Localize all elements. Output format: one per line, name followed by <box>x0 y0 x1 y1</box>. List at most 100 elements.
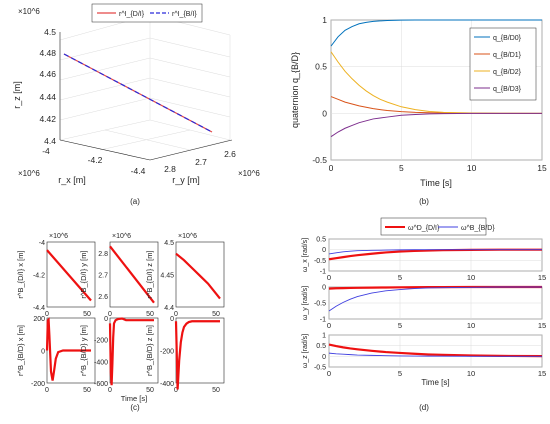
panel-d-x-tick-label: 15 <box>538 273 546 282</box>
panel-c-x-tick-label: 0 <box>174 311 178 318</box>
panel-d-y-tick-label: 0 <box>322 247 326 254</box>
panel-a-gridline <box>99 129 191 151</box>
panel-a-back-wall <box>59 14 231 141</box>
panel-d-x-tick-label: 10 <box>467 369 475 378</box>
panel-d-x-axis-label: Time [s] <box>421 378 449 387</box>
panel-b-series-line <box>330 112 542 138</box>
panel-d-y-axis-label: ω_z [rad/s] <box>302 334 309 368</box>
panel-c-x-tick-label: 0 <box>174 387 178 394</box>
panel-d-series-line <box>328 286 542 312</box>
panel-d-y-axis-label: ω_x [rad/s] <box>302 238 309 272</box>
panel-d-x-tick-label: 0 <box>327 273 331 282</box>
panel-c-y-tick-label: -200 <box>160 349 174 356</box>
panel-d-angular-velocity-subplots: ω^D_{D/I} ω^B_{B/D} 0 5 10 150.50-0.5-1ω_x … <box>302 217 546 388</box>
z-tick-label: 4.5 <box>44 27 56 37</box>
panel-a-series-b <box>63 53 213 133</box>
panel-c-series-line <box>46 249 92 302</box>
panel-c-x-tick-label: 50 <box>83 311 91 318</box>
panel-b-y-tick-label: -0.5 <box>312 155 327 165</box>
panel-a-3d-trajectory: 4.5 4.48 4.46 4.44 4.42 4.4 ×10^6 r_z [m… <box>12 3 260 185</box>
panel-d-subplot: 0 5 10 15 0 -0.5 -1 ω_y [rad/s] <box>302 285 546 331</box>
y-axis-label: r_y [m] <box>172 175 200 185</box>
panel-c-subplot: 0 50 0 -200 -400 r^B_{B/D} z [m] <box>145 316 225 394</box>
panel-b-y-tick-label: 1 <box>322 15 327 25</box>
panel-d-x-tick-label: 0 <box>327 369 331 378</box>
panel-c-subplot: 0 50 0 -200 -400 -600 r^B_{B/D} y [m] Time [s] <box>79 316 159 403</box>
x-exponent: ×10^6 <box>18 169 40 178</box>
panel-c-y-axis-label: r^B_{D/I} y [m] <box>79 250 88 298</box>
panel-c-y-tick-label: 2.8 <box>98 251 108 258</box>
panel-c-plot-area <box>109 317 159 384</box>
panel-c-y-axis-label: r^B_{B/D} x [m] <box>16 325 25 376</box>
panel-a-x-axis <box>59 139 151 161</box>
legend-label-b: ω^B_{B/D} <box>461 225 495 232</box>
legend-label-q3: q_{B/D3} <box>493 86 522 93</box>
panel-c-x-tick-label: 50 <box>212 311 220 318</box>
panel-d-series-line <box>328 249 542 255</box>
panel-a-gridline <box>149 57 231 78</box>
x-tick-label: -4.2 <box>88 155 103 165</box>
panel-d-plot-area <box>328 334 543 368</box>
panel-a-gridline <box>149 37 231 58</box>
panel-c-series-line <box>45 317 91 381</box>
panel-d-x-tick-label: 10 <box>467 273 475 282</box>
panel-c-x-tick-label: 0 <box>45 387 49 394</box>
panel-d-y-tick-label: -0.5 <box>314 258 326 265</box>
panel-label-b: (b) <box>419 197 429 206</box>
panel-c-y-tick-label: 2.7 <box>98 273 108 280</box>
panel-d-y-tick-label: 0 <box>322 285 326 292</box>
panel-c-x-tick-label: 0 <box>45 311 49 318</box>
panel-b-series-line <box>330 51 543 114</box>
panel-c-position-subplots: 0 50 -4 -4.2 -4.4 r^B_{D/I} x [m] ×10^6 0 50 2.8 2… <box>16 233 225 403</box>
panel-c-x-tick-label: 50 <box>146 387 154 394</box>
panel-d-y-tick-label: -1 <box>320 269 326 276</box>
panel-d-x-tick-label: 10 <box>467 321 475 330</box>
panel-c-y-tick-label: 0 <box>170 316 174 323</box>
panel-c-subplot: 0 50 -4 -4.2 -4.4 r^B_{D/I} x [m] ×10^6 <box>16 233 96 318</box>
panel-a-legend: r^I_{D/I} r^I_{B/I} <box>91 3 203 23</box>
panel-d-x-tick-label: 15 <box>538 369 546 378</box>
panel-d-y-tick-label: -0.5 <box>314 301 326 308</box>
panel-a-grid <box>59 14 231 161</box>
panel-a-gridline <box>59 37 151 61</box>
panel-d-x-tick-label: 5 <box>398 369 402 378</box>
panel-d-y-axis-label: ω_y [rad/s] <box>302 286 309 320</box>
panel-c-y-tick-label: 200 <box>33 316 45 323</box>
panel-c-y-tick-label: -600 <box>94 381 108 388</box>
panel-c-y-tick-label: -200 <box>31 381 45 388</box>
panel-c-x-tick-label: 50 <box>83 387 91 394</box>
panel-d-legend: ω^D_{D/I} ω^B_{B/D} <box>380 217 495 236</box>
panel-b-ticks: 0 5 10 15-0.500.51 <box>312 15 547 173</box>
panel-label-d: (d) <box>419 403 429 412</box>
panel-d-subplot: 0 5 10 15 0.5 0 -0.5 -1 ω_x [rad/s] <box>302 237 546 283</box>
panel-b-quaternion: 0 5 10 15-0.500.51 Time [s] quaternion q_{B… <box>290 15 547 188</box>
panel-c-x-axis-label: Time [s] <box>121 394 147 403</box>
panel-c-y-axis-label: r^B_{B/D} y [m] <box>79 325 88 376</box>
legend-label-q0: q_{B/D0} <box>493 35 522 42</box>
panel-d-y-tick-label: 1 <box>322 333 326 340</box>
panel-b-x-tick-label: 15 <box>537 163 547 173</box>
z-exponent: ×10^6 <box>18 7 40 16</box>
panel-c-y-axis-label: r^B_{D/I} x [m] <box>16 250 25 298</box>
panel-d-x-tick-label: 5 <box>398 321 402 330</box>
panel-c-exponent: ×10^6 <box>178 233 197 240</box>
z-tick-label: 4.48 <box>39 48 56 58</box>
panel-c-exponent: ×10^6 <box>49 233 68 240</box>
panel-d-x-tick-label: 5 <box>398 273 402 282</box>
panel-label-a: (a) <box>130 197 140 206</box>
x-tick-label: -4.4 <box>131 166 146 176</box>
z-axis-label: r_z [m] <box>12 81 22 109</box>
panel-b-y-axis-label: quaternion q_{B/D} <box>290 52 300 128</box>
legend-label-d: r^I_{D/I} <box>119 11 145 18</box>
legend-label-q1: q_{B/D1} <box>493 52 522 59</box>
panel-b-series <box>330 19 543 138</box>
panel-b-series-line <box>330 19 542 47</box>
panel-b-legend: q_{B/D0} q_{B/D1} q_{B/D2} q_{B/D3} <box>469 27 537 101</box>
panel-b-x-tick-label: 0 <box>329 163 334 173</box>
y-tick-label: 2.7 <box>195 157 207 167</box>
panel-c-series-line <box>174 320 220 390</box>
panel-c-y-tick-label: -4.2 <box>33 273 45 280</box>
panel-c-y-tick-label: -400 <box>160 381 174 388</box>
